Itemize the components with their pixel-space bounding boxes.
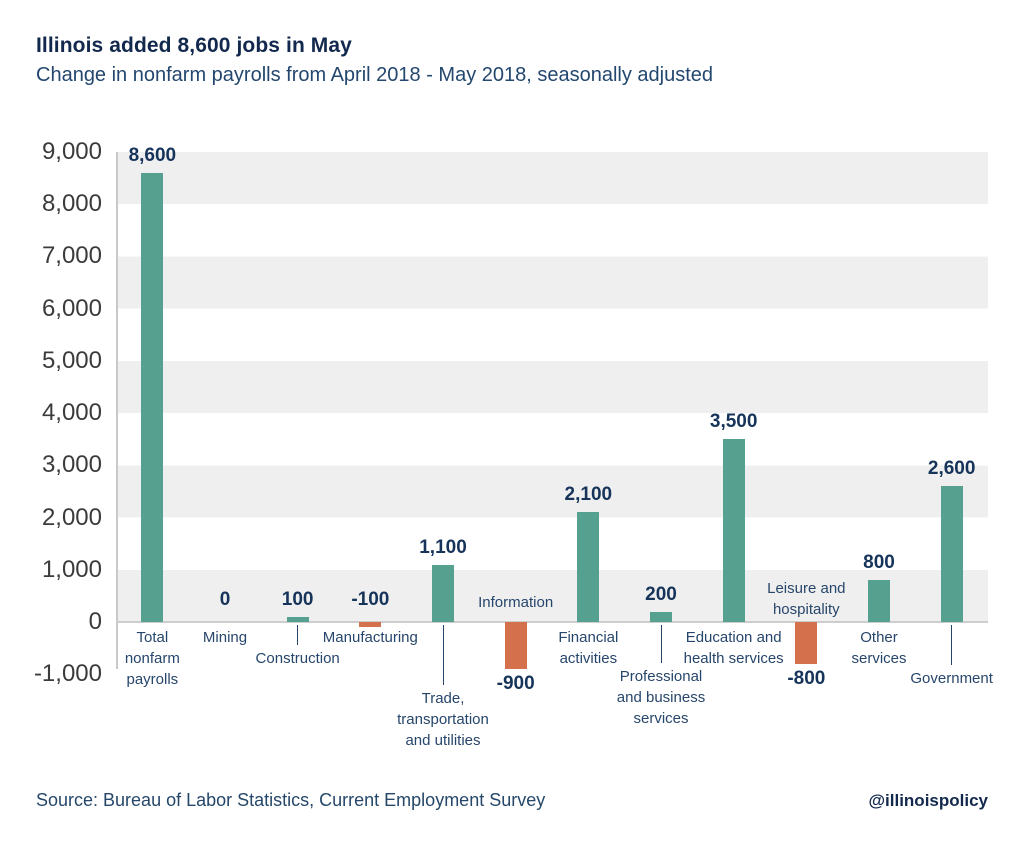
category-label-line: Education and — [685, 629, 782, 646]
bar-education-and-health-services — [722, 439, 745, 622]
category-label-education-and-health-services: Education and health services — [659, 627, 809, 669]
category-label-line: nonfarm — [124, 650, 180, 667]
value-label-education-and-health-services: 3,500 — [709, 411, 758, 433]
category-label-line: and utilities — [405, 732, 481, 749]
bar-information — [504, 622, 527, 669]
bar-total-nonfarm-payrolls — [141, 172, 164, 622]
y-tick-0: 0 — [88, 608, 102, 635]
category-label-mining: Mining — [150, 627, 300, 648]
category-label-line: Construction — [255, 650, 340, 667]
bar-manufacturing — [359, 622, 382, 628]
category-label-government: Government — [877, 668, 1024, 689]
y-tick-5-000: 5,000 — [41, 346, 102, 374]
category-label-other-services: Other services — [804, 627, 954, 669]
chart-title: Illinois added 8,600 jobs in May — [36, 34, 352, 57]
bar-other-services — [868, 580, 890, 622]
category-label-line: Trade, — [421, 690, 465, 707]
y-tick-1-000: -1,000 — [33, 660, 102, 688]
chart-subtitle: Change in nonfarm payrolls from April 20… — [36, 64, 714, 86]
bar-trade-transportation-and-utilities — [432, 564, 454, 622]
category-label-line: and business — [616, 689, 706, 706]
category-label-line: hospitality — [772, 601, 840, 618]
y-tick-6-000: 6,000 — [41, 294, 102, 322]
zero-axis-line — [116, 621, 988, 623]
category-label-line: activities — [559, 650, 618, 667]
category-label-line: services — [633, 710, 689, 727]
y-tick-1-000: 1,000 — [41, 555, 102, 583]
category-label-line: Information — [478, 594, 554, 611]
bar-financial-activities — [577, 512, 600, 622]
bar-government — [940, 486, 963, 622]
value-label-mining: 0 — [219, 588, 231, 610]
value-label-manufacturing: -100 — [351, 588, 390, 610]
value-label-information: -900 — [496, 673, 535, 694]
category-label-line: Mining — [202, 629, 248, 646]
source-note: Source: Bureau of Labor Statistics, Curr… — [36, 790, 546, 810]
category-label-information: Information — [441, 592, 591, 613]
category-label-line: Manufacturing — [322, 629, 418, 646]
twitter-handle: @illinoispolicy — [868, 791, 988, 810]
category-label-line: Other — [860, 629, 898, 646]
category-label-line: payrolls — [126, 671, 179, 688]
bar-leisure-and-hospitality — [795, 622, 818, 664]
chart-header: Illinois added 8,600 jobs in May Change … — [36, 34, 713, 87]
category-label-line: Financial — [558, 629, 619, 646]
y-tick-8-000: 8,000 — [41, 190, 102, 218]
leader-line-construction — [297, 625, 299, 645]
value-label-total-nonfarm-payrolls: 8,600 — [128, 144, 177, 166]
y-tick-9-000: 9,000 — [41, 138, 102, 165]
chart-footer: Source: Bureau of Labor Statistics, Curr… — [36, 790, 988, 811]
category-label-leisure-and-hospitality: Leisure and hospitality — [731, 578, 881, 620]
category-label-line: Government — [910, 670, 993, 687]
value-label-other-services: 800 — [863, 552, 895, 574]
category-label-financial-activities: Financial activities — [513, 627, 663, 669]
category-label-construction: Construction — [223, 648, 373, 669]
value-label-professional-and-business-services: 200 — [645, 583, 677, 605]
category-label-line: services — [851, 650, 907, 667]
value-label-trade-transportation-and-utilities: 1,100 — [419, 536, 467, 558]
category-label-total-nonfarm-payrolls: Total nonfarm payrolls — [77, 627, 227, 690]
category-label-line: Total — [136, 629, 169, 646]
leader-line-trade-transportation-and-utilities — [442, 625, 444, 685]
y-tick-2-000: 2,000 — [41, 503, 102, 531]
value-label-government: 2,600 — [927, 458, 976, 480]
y-axis-line — [116, 152, 118, 669]
plot-background — [116, 152, 988, 622]
category-label-trade-transportation-and-utilities: Trade, transportation and utilities — [368, 688, 518, 751]
category-label-manufacturing: Manufacturing — [295, 627, 445, 648]
value-label-construction: 100 — [281, 588, 314, 610]
leader-line-professional-and-business-services — [660, 625, 662, 663]
y-tick-3-000: 3,000 — [41, 451, 102, 479]
category-label-line: Professional — [619, 668, 703, 685]
y-tick-4-000: 4,000 — [41, 399, 102, 427]
y-tick-7-000: 7,000 — [41, 242, 102, 270]
bar-construction — [286, 616, 309, 622]
bar-chart: 9,000 8,000 7,000 6,000 5,000 4,000 3,000 2,000… — [34, 138, 993, 772]
category-label-professional-and-business-services: Professional and business services — [586, 666, 736, 729]
value-label-financial-activities: 2,100 — [564, 484, 613, 506]
value-label-leisure-and-hospitality: -800 — [787, 667, 826, 689]
leader-line-government — [951, 625, 953, 665]
category-label-line: health services — [683, 650, 784, 667]
category-label-line: transportation — [397, 711, 489, 728]
category-label-line: Leisure and — [767, 580, 846, 597]
bar-professional-and-business-services — [650, 611, 672, 622]
